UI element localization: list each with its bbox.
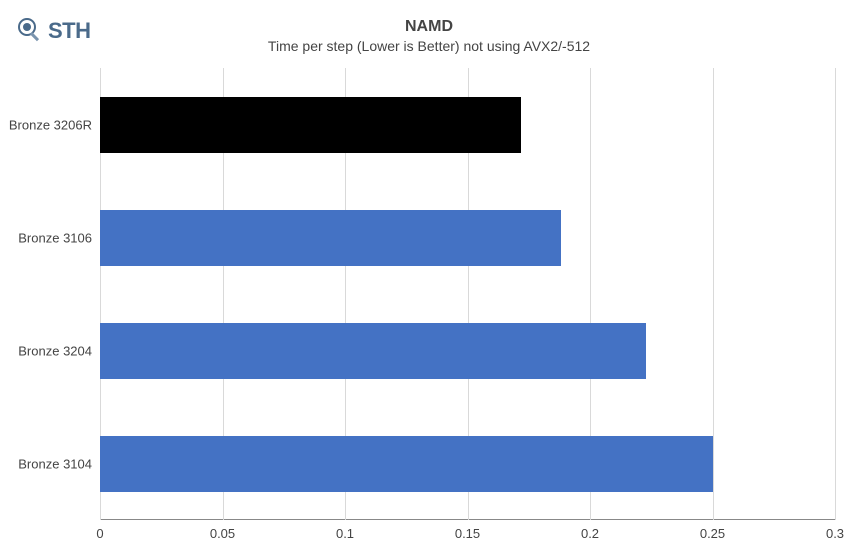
- logo-text: STH: [48, 18, 91, 44]
- gridline: [713, 68, 714, 520]
- chart-title: NAMD: [10, 18, 848, 36]
- x-tick-label: 0.25: [700, 526, 725, 541]
- chart-titles: NAMD Time per step (Lower is Better) not…: [10, 18, 848, 54]
- x-tick-label: 0.1: [336, 526, 354, 541]
- chart-subtitle: Time per step (Lower is Better) not usin…: [10, 38, 848, 54]
- bar: [100, 323, 646, 379]
- x-tick-label: 0.3: [826, 526, 844, 541]
- y-tick-label: Bronze 3106: [0, 230, 92, 245]
- x-tick-label: 0.15: [455, 526, 480, 541]
- bar: [100, 436, 713, 492]
- logo: STH: [18, 18, 91, 44]
- y-tick-label: Bronze 3204: [0, 343, 92, 358]
- chart-container: STH NAMD Time per step (Lower is Better)…: [0, 0, 858, 556]
- x-tick-label: 0.05: [210, 526, 235, 541]
- x-tick-label: 0.2: [581, 526, 599, 541]
- bar: [100, 210, 561, 266]
- bar: [100, 97, 521, 153]
- x-tick-label: 0: [96, 526, 103, 541]
- y-tick-label: Bronze 3206R: [0, 117, 92, 132]
- gridline: [835, 68, 836, 520]
- plot-area: 00.050.10.150.20.250.3Bronze 3206RBronze…: [100, 68, 835, 520]
- logo-icon: [18, 18, 44, 44]
- y-tick-label: Bronze 3104: [0, 456, 92, 471]
